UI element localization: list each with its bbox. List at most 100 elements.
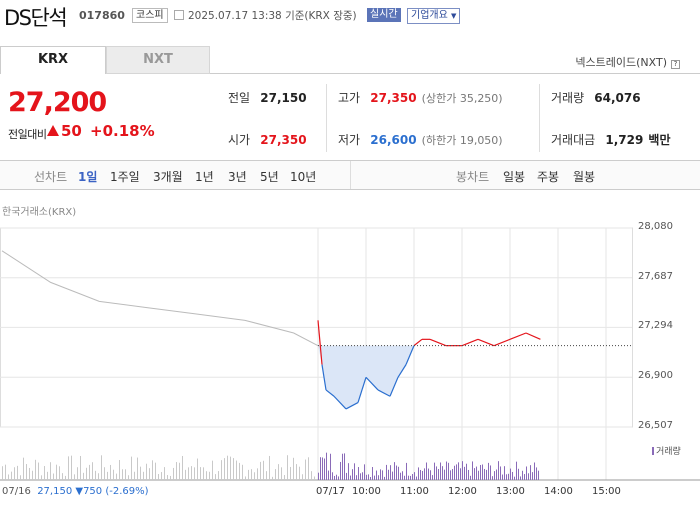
candle-weekly[interactable]: 주봉 [537, 170, 560, 184]
volume-bar [532, 472, 533, 480]
volume-bar [368, 474, 369, 480]
volume-bar [508, 473, 509, 480]
volume-bar [462, 461, 463, 480]
realtime-button[interactable]: 실시간 [367, 8, 401, 22]
line-chart-label[interactable]: 선차트 [34, 170, 68, 184]
x-tick-label: 14:00 [544, 486, 573, 497]
volume-bar [308, 457, 309, 480]
prev-day-date: 07/16 [2, 486, 31, 497]
volume-bar [2, 466, 3, 480]
volume-bar [474, 468, 475, 480]
upper-limit: (상한가 35,250) [421, 92, 503, 105]
diff-percent: +0.18% [90, 122, 155, 140]
volume-bar [530, 465, 531, 480]
volume-bar [155, 462, 156, 480]
volume-bar [302, 474, 303, 480]
volume-bar [32, 470, 33, 480]
series-line-today-segment [461, 338, 479, 347]
series-line-today-segment [377, 389, 391, 397]
volume-bar [342, 453, 343, 480]
volume-bar [446, 461, 447, 480]
x-tick-label: 11:00 [400, 486, 429, 497]
volume-bar [466, 463, 467, 480]
volume-bar [500, 466, 501, 480]
volume-bar [266, 471, 267, 480]
volume-bar [80, 455, 81, 480]
volume-bar [318, 472, 319, 480]
volume-bar [320, 457, 321, 480]
series-line-today-segment [413, 338, 423, 347]
volume-bar [490, 465, 491, 480]
volume-bar [398, 466, 399, 480]
period-3m[interactable]: 3개월 [153, 170, 183, 184]
volume-bar [233, 458, 234, 480]
volume-bar [384, 476, 385, 480]
tab-nxt[interactable]: NXT [106, 46, 210, 74]
nxt-link[interactable]: 넥스트레이드(NXT)? [575, 54, 680, 70]
tab-divider [210, 73, 700, 74]
lower-limit: (하한가 19,050) [421, 134, 503, 147]
volume-bar [293, 457, 294, 480]
period-1w[interactable]: 1주일 [110, 170, 140, 184]
volume-bar [536, 467, 537, 480]
open-label: 시가 [228, 133, 251, 147]
period-10y[interactable]: 10년 [290, 170, 317, 184]
volume-bar [134, 471, 135, 480]
volume-bar [322, 457, 323, 480]
series-line-today-segment [493, 338, 511, 347]
series-line-today-segment [325, 389, 335, 397]
volume-bar [194, 467, 195, 480]
series-line-today-segment [365, 376, 379, 391]
volume-bar [450, 470, 451, 480]
volume-bar [14, 467, 15, 480]
volume-bar [406, 462, 407, 480]
volume-bar [92, 462, 93, 480]
company-overview-dropdown[interactable]: 기업개요 ▼ [407, 8, 461, 24]
candle-chart-label[interactable]: 봉차트 [456, 170, 490, 184]
volume-bar [101, 455, 102, 480]
volume-bar [62, 473, 63, 480]
volume-bar [388, 469, 389, 480]
x-tick-label: 15:00 [592, 486, 621, 497]
volume-bar [538, 470, 539, 480]
volume-bar [218, 471, 219, 480]
volume-bar [35, 459, 36, 480]
help-icon[interactable]: ? [671, 60, 680, 69]
volume-bar [113, 469, 114, 480]
volume-bar [125, 469, 126, 480]
volume-bar [526, 466, 527, 480]
period-3y[interactable]: 3년 [228, 170, 247, 184]
volume-bar [167, 475, 168, 480]
volume-bar [296, 464, 297, 480]
volume-bar [284, 475, 285, 480]
volume-bar [524, 474, 525, 480]
volume-bar [95, 470, 96, 480]
volume-bar [152, 460, 153, 480]
volume-legend-label: 거래량 [656, 447, 681, 457]
volume-bar [370, 476, 371, 480]
period-1d[interactable]: 1일 [78, 170, 98, 184]
volume-bar [242, 464, 243, 480]
volume-bar [412, 474, 413, 480]
volume-bar [191, 466, 192, 480]
period-1y[interactable]: 1년 [195, 170, 214, 184]
high-value: 27,350 [370, 91, 417, 105]
volume-swatch [652, 447, 654, 455]
series-line-today-segment [405, 345, 415, 365]
chart-period-bar: 선차트 1일 1주일 3개월 1년 3년 5년 10년 봉차트 일봉 주봉 월봉 [0, 160, 700, 190]
open-value: 27,350 [260, 133, 307, 147]
volume-bar [510, 468, 511, 480]
candle-monthly[interactable]: 월봉 [573, 170, 596, 184]
volume-bar [394, 462, 395, 480]
volume-bar [107, 471, 108, 480]
volume-bar [128, 475, 129, 480]
amount-label: 거래대금 [551, 133, 596, 147]
volume-bar [356, 475, 357, 480]
volume-bar [77, 467, 78, 480]
volume-bar [41, 475, 42, 480]
tab-krx[interactable]: KRX [0, 46, 106, 74]
period-5y[interactable]: 5년 [260, 170, 279, 184]
candle-daily[interactable]: 일봉 [503, 170, 526, 184]
volume-bar [89, 464, 90, 480]
